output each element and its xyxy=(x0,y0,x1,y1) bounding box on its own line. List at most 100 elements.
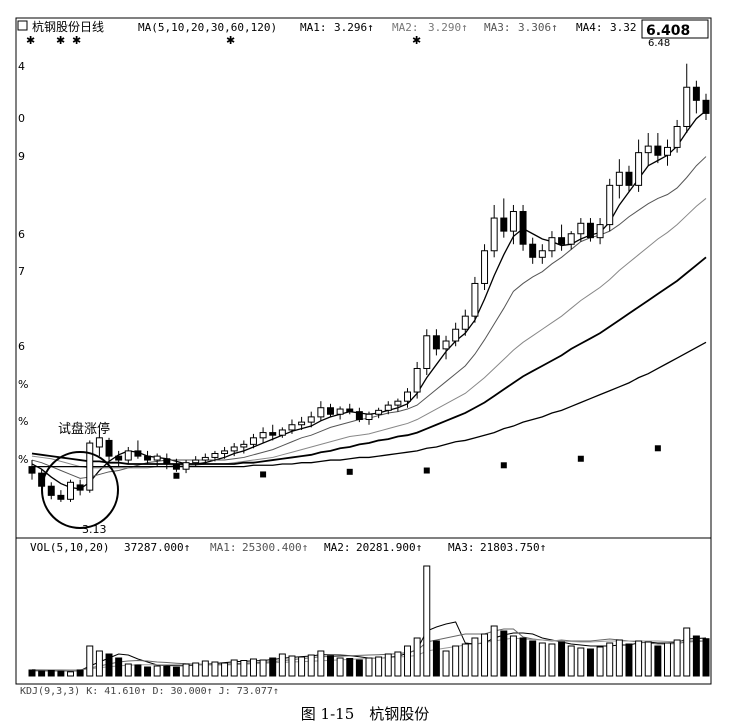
price-header: 杭钢股份日线 MA(5,10,20,30,60,120) MA1: 3.296↑… xyxy=(17,19,709,39)
candle-body xyxy=(692,86,700,101)
volume-bar xyxy=(702,638,710,677)
volume-bar xyxy=(606,642,614,677)
annotation-trial-limit-up: 试盘涨停 xyxy=(58,421,110,437)
volume-bar xyxy=(500,630,508,677)
candle-body xyxy=(519,211,527,245)
event-marker[interactable]: ✱ xyxy=(56,34,65,47)
volume-bar xyxy=(635,640,643,677)
volume-bar xyxy=(47,670,55,677)
volume-bar xyxy=(249,658,257,677)
volume-bar xyxy=(336,657,344,677)
candle-body xyxy=(201,456,209,461)
ma120-marker xyxy=(500,462,507,469)
ma-line-3 xyxy=(31,198,707,469)
volume-bar xyxy=(548,643,556,677)
candle-body xyxy=(586,222,594,239)
volume-bar xyxy=(67,671,74,677)
ma120-marker xyxy=(346,468,353,475)
event-markers: ✱ ✱ ✱ ✱ ✱ xyxy=(26,34,421,47)
candle-body xyxy=(644,145,652,154)
volume-bar xyxy=(683,627,691,677)
volume-bar xyxy=(346,658,354,677)
volume-bar xyxy=(654,645,662,677)
volume-bar xyxy=(423,565,431,677)
candle-body xyxy=(317,407,325,418)
candle-body xyxy=(683,86,691,127)
candle-body xyxy=(115,455,123,461)
candle-body xyxy=(654,145,662,156)
candle-body xyxy=(413,367,421,393)
candle-body xyxy=(172,463,180,470)
ma120-marker xyxy=(654,445,661,452)
vol-value: 37287.000↑ xyxy=(124,541,190,554)
candle-body xyxy=(288,424,296,431)
y-tick: 9 xyxy=(18,150,25,163)
volume-bar xyxy=(596,646,604,677)
vol-ma2-value: 20281.900↑ xyxy=(356,541,422,554)
volume-bar xyxy=(192,662,200,677)
candle-body xyxy=(673,125,681,148)
candle-body xyxy=(327,407,334,415)
ma120-marker xyxy=(577,455,584,462)
event-marker[interactable]: ✱ xyxy=(412,34,421,47)
candle-body xyxy=(307,416,315,423)
vol-ma1-value: 25300.400↑ xyxy=(242,541,308,554)
candle-body xyxy=(298,421,306,426)
volume-bar xyxy=(259,659,267,677)
y-tick: 6 xyxy=(18,340,25,353)
candle-body xyxy=(529,243,537,258)
y-tick: 6 xyxy=(18,228,25,241)
volume-bar xyxy=(375,656,383,677)
volume-bar xyxy=(384,653,392,677)
candle-body xyxy=(57,494,65,500)
volume-bar xyxy=(586,648,594,677)
candle-body xyxy=(538,250,546,258)
candle-body xyxy=(336,408,344,415)
volume-bar xyxy=(172,666,180,677)
vol-header: VOL(5,10,20) xyxy=(30,541,109,554)
volume-bar xyxy=(327,655,334,677)
candle-body xyxy=(134,450,142,457)
candle-body xyxy=(192,459,200,464)
candle-body xyxy=(144,455,152,461)
event-marker[interactable]: ✱ xyxy=(226,34,235,47)
candle-body xyxy=(95,437,103,448)
volume-bar xyxy=(298,656,306,677)
volume-bar xyxy=(558,641,566,677)
ma3-name: MA3: xyxy=(484,21,511,34)
candle-body xyxy=(278,429,286,436)
event-marker[interactable]: ✱ xyxy=(72,34,81,47)
volume-bars xyxy=(28,565,710,677)
y-tick: % xyxy=(18,415,28,428)
candle-body xyxy=(211,453,219,458)
event-marker[interactable]: ✱ xyxy=(26,34,35,47)
candle-body xyxy=(249,437,257,445)
vol-ma3-name: MA3: xyxy=(448,541,475,554)
y-tick: % xyxy=(18,453,28,466)
ma-line-1 xyxy=(31,110,707,490)
candle-body xyxy=(28,466,36,474)
volume-bar xyxy=(269,657,277,677)
indicator-label: KDJ(9,3,3) K: 41.610↑ D: 30.000↑ J: 73.0… xyxy=(20,686,279,697)
volume-bar xyxy=(163,666,171,677)
volume-bar xyxy=(692,635,700,677)
candle-body xyxy=(163,458,171,465)
candle-body xyxy=(404,391,411,402)
candle-body xyxy=(47,485,55,496)
volume-bar xyxy=(519,637,527,677)
candles xyxy=(28,63,710,502)
ma-line-4 xyxy=(31,256,707,465)
price-box-value: 6.408 xyxy=(646,23,690,39)
ma120-marker xyxy=(423,467,430,474)
ma4-name: MA4: xyxy=(576,21,603,34)
volume-bar xyxy=(278,653,286,677)
candle-body xyxy=(269,432,277,436)
menu-icon[interactable] xyxy=(17,20,28,31)
candle-body xyxy=(423,335,431,369)
volume-bar xyxy=(442,650,450,677)
candle-body xyxy=(375,409,383,415)
volume-bar xyxy=(490,625,498,677)
candle-body xyxy=(153,455,161,461)
candle-body xyxy=(124,450,132,461)
volume-bar xyxy=(615,639,623,677)
